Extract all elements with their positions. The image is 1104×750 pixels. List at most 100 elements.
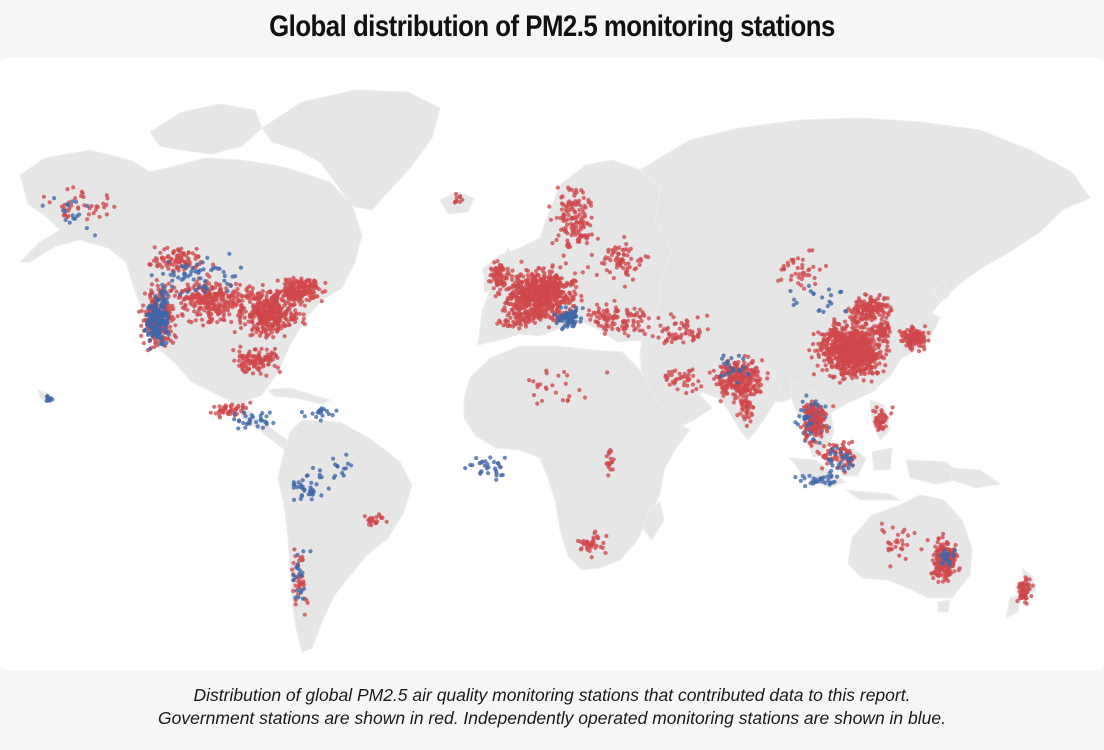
- map-title: Global distribution of PM2.5 monitoring …: [269, 10, 835, 43]
- government-station-dot: [721, 381, 727, 386]
- independent-station-dot: [579, 316, 584, 321]
- government-station-dot: [606, 249, 611, 254]
- government-station-dot: [855, 355, 860, 360]
- government-station-dot: [807, 418, 812, 423]
- government-station-dot: [598, 544, 603, 550]
- government-station-dot: [298, 302, 303, 307]
- government-station-dot: [684, 391, 689, 396]
- independent-station-dot: [84, 226, 89, 231]
- government-station-dot: [279, 296, 284, 302]
- government-station-dot: [251, 359, 256, 364]
- government-station-dot: [846, 347, 851, 352]
- government-station-dot: [589, 543, 594, 548]
- government-station-dot: [267, 298, 272, 303]
- government-station-dot: [189, 320, 194, 325]
- government-station-dot: [686, 372, 691, 377]
- government-station-dot: [610, 315, 615, 320]
- government-station-dot: [880, 314, 885, 319]
- independent-station-dot: [157, 323, 162, 328]
- independent-station-dot: [85, 203, 90, 209]
- independent-station-dot: [295, 562, 300, 567]
- government-station-dot: [454, 196, 459, 201]
- government-station-dot: [823, 352, 828, 357]
- independent-station-dot: [571, 320, 576, 325]
- government-station-dot: [237, 354, 242, 359]
- independent-station-dot: [232, 417, 237, 422]
- independent-station-dot: [299, 493, 304, 498]
- government-station-dot: [690, 367, 695, 372]
- government-station-dot: [171, 262, 176, 267]
- government-station-dot: [671, 315, 676, 320]
- government-station-dot: [755, 369, 760, 374]
- government-station-dot: [488, 279, 494, 284]
- government-station-dot: [273, 292, 278, 297]
- government-station-dot: [507, 286, 512, 291]
- government-station-dot: [519, 280, 524, 285]
- government-station-dot: [194, 280, 199, 285]
- government-station-dot: [370, 515, 375, 521]
- independent-station-dot: [721, 361, 726, 366]
- government-station-dot: [535, 301, 540, 307]
- government-station-dot: [877, 292, 882, 298]
- independent-station-dot: [142, 328, 148, 333]
- independent-station-dot: [484, 466, 489, 471]
- government-station-dot: [551, 279, 557, 284]
- government-station-dot: [307, 291, 312, 296]
- government-station-dot: [168, 288, 173, 294]
- government-station-dot: [589, 313, 594, 318]
- government-station-dot: [226, 410, 231, 416]
- independent-station-dot: [314, 482, 319, 487]
- government-station-dot: [152, 245, 157, 250]
- government-station-dot: [183, 302, 188, 308]
- government-station-dot: [822, 333, 828, 338]
- government-station-dot: [516, 302, 521, 307]
- government-station-dot: [518, 319, 523, 324]
- government-station-dot: [542, 273, 547, 278]
- government-station-dot: [613, 305, 619, 310]
- government-station-dot: [842, 319, 848, 324]
- government-station-dot: [856, 296, 862, 301]
- government-station-dot: [858, 367, 863, 372]
- government-station-dot: [591, 535, 596, 540]
- government-station-dot: [293, 308, 298, 313]
- independent-station-dot: [318, 407, 323, 413]
- government-station-dot: [155, 343, 160, 348]
- government-station-dot: [746, 406, 752, 411]
- independent-station-dot: [318, 418, 323, 423]
- landmass-south-america: [277, 419, 413, 653]
- government-station-dot: [539, 313, 545, 319]
- government-station-dot: [492, 260, 497, 265]
- government-station-dot: [563, 207, 569, 212]
- government-station-dot: [612, 298, 617, 303]
- independent-station-dot: [153, 293, 158, 299]
- government-station-dot: [257, 311, 262, 316]
- independent-station-dot: [737, 367, 742, 373]
- government-station-dot: [569, 215, 575, 220]
- government-station-dot: [232, 301, 237, 306]
- government-station-dot: [872, 359, 877, 365]
- government-station-dot: [567, 394, 572, 399]
- government-station-dot: [241, 368, 246, 373]
- government-station-dot: [691, 334, 696, 339]
- government-station-dot: [821, 444, 827, 449]
- government-station-dot: [585, 541, 590, 546]
- government-station-dot: [850, 376, 855, 381]
- government-station-dot: [735, 363, 740, 368]
- government-station-dot: [813, 423, 818, 428]
- government-station-dot: [281, 320, 286, 326]
- government-station-dot: [685, 378, 691, 383]
- government-station-dot: [670, 369, 675, 374]
- government-station-dot: [543, 385, 549, 390]
- government-station-dot: [729, 384, 734, 389]
- government-station-dot: [261, 364, 266, 369]
- independent-station-dot: [198, 276, 203, 281]
- government-station-dot: [807, 348, 812, 353]
- government-station-dot: [521, 274, 526, 279]
- government-station-dot: [858, 305, 863, 310]
- government-station-dot: [610, 250, 616, 255]
- government-station-dot: [251, 296, 256, 301]
- independent-station-dot: [157, 307, 162, 313]
- government-station-dot: [890, 405, 895, 410]
- independent-station-dot: [295, 552, 300, 558]
- government-station-dot: [843, 447, 848, 452]
